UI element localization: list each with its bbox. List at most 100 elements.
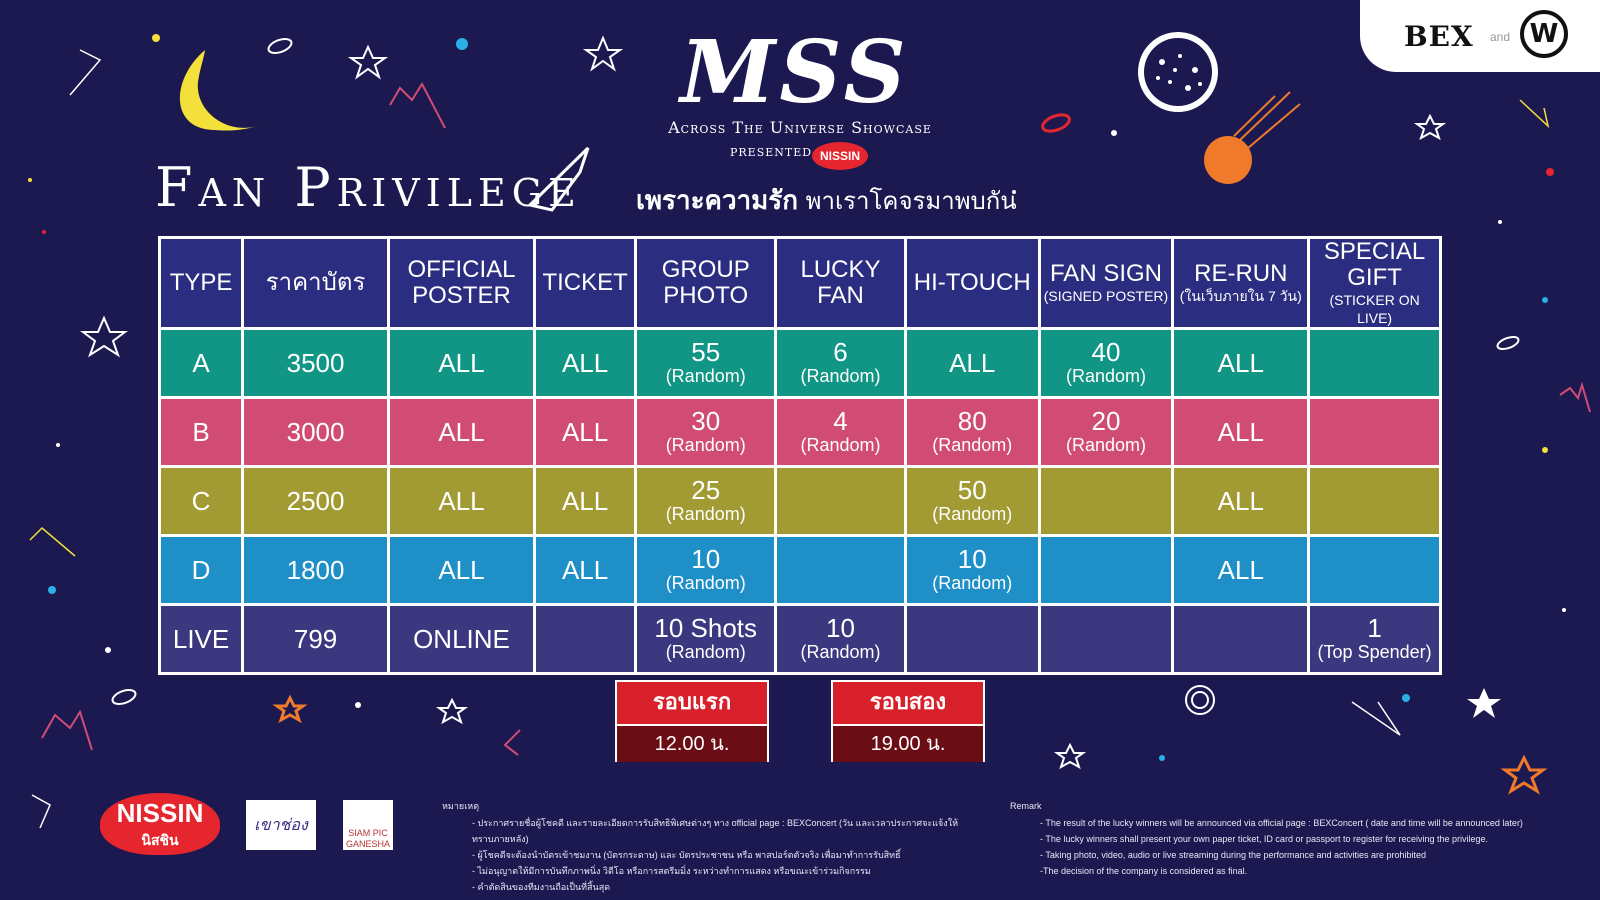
table-row: C 2500 ALL ALL 25 (Random) 50 (Random) ALL: [157, 465, 1442, 537]
table-cell: 10 Shots (Random): [634, 603, 778, 675]
remarks-thai: หมายเหตุ - ประกาศรายชื่อผู้โชคดี และรายล…: [442, 798, 962, 895]
table-cell: [1307, 327, 1442, 399]
privilege-table: TYPE ราคาบัตร OFFICIAL POSTER TICKET GRO…: [157, 236, 1442, 675]
table-body: A 3500 ALL ALL 55 (Random) 6 (Random) ALL 40 (Rand…: [157, 327, 1442, 675]
remark-item: - ผู้โชคดีจะต้องนำบัตรเข้าชมงาน (บัตรกระ…: [472, 850, 901, 860]
section-title: Fan Privilege: [155, 156, 582, 219]
slogan-rest: พาเราโคจรมาพบกัน: [805, 187, 1017, 215]
nissin-logo: NISSIN นิสชิน: [100, 793, 220, 855]
header-cell: FAN SIGN (SIGNED POSTER): [1037, 236, 1175, 330]
table-cell: 1800: [241, 534, 391, 606]
table-cell: ONLINE: [387, 603, 536, 675]
w-studio-logo: W: [1520, 10, 1568, 58]
table-cell: ALL: [1171, 465, 1311, 537]
show-logo: MSS: [680, 22, 910, 123]
round-second: รอบสอง 19.00 น.: [831, 680, 985, 762]
table-cell: 10 (Random): [903, 534, 1041, 606]
table-row: LIVE 799 ONLINE 10 Shots (Random) 10 (Random) 1…: [157, 603, 1442, 675]
table-cell: A: [157, 327, 245, 399]
table-cell: 4 (Random): [774, 396, 907, 468]
table-cell: 40 (Random): [1037, 327, 1175, 399]
remark-item: - ไม่อนุญาตให้มีการบันทึกภาพนิ่ง วิดีโอ …: [472, 866, 871, 876]
table-cell: ALL: [532, 396, 638, 468]
table-cell: ALL: [532, 327, 638, 399]
remark-item: - คำตัดสินของทีมงานถือเป็นที่สิ้นสุด: [472, 882, 611, 892]
table-cell: ALL: [1171, 534, 1311, 606]
table-cell: 1 (Top Spender): [1307, 603, 1442, 675]
table-cell: 10 (Random): [774, 603, 907, 675]
header-cell: RE-RUN (ในเว็บภายใน 7 วัน): [1171, 236, 1311, 330]
table-cell: ALL: [387, 534, 536, 606]
header-cell: HI-TOUCH: [903, 236, 1041, 330]
table-cell: 3000: [241, 396, 391, 468]
table-cell: 2500: [241, 465, 391, 537]
table-cell: 25 (Random): [634, 465, 778, 537]
table-cell: 6 (Random): [774, 327, 907, 399]
slogan-bold: เพราะความรัก: [636, 186, 798, 216]
star-icons: [80, 35, 1447, 770]
table-cell: [1307, 534, 1442, 606]
table-cell: B: [157, 396, 245, 468]
table-cell: [774, 534, 907, 606]
table-row: D 1800 ALL ALL 10 (Random) 10 (Random) ALL: [157, 534, 1442, 606]
header-cell: ราคาบัตร: [241, 236, 391, 330]
table-cell: [1307, 465, 1442, 537]
round-first: รอบแรก 12.00 น.: [615, 680, 769, 762]
header-cell: TYPE: [157, 236, 245, 330]
remarks-english: Remark - The result of the lucky winners…: [1010, 798, 1550, 879]
header-cell: TICKET: [532, 236, 638, 330]
bex-logo: BEX: [1404, 20, 1474, 53]
nissin-badge: NISSIN: [812, 142, 868, 170]
table-cell: [1037, 534, 1175, 606]
moon-icon: [179, 50, 258, 131]
header-cell: GROUP PHOTO: [634, 236, 778, 330]
remark-item: - ประกาศรายชื่อผู้โชคดี และรายละเอียดการ…: [472, 818, 959, 844]
table-cell: ALL: [387, 465, 536, 537]
table-header-row: TYPE ราคาบัตร OFFICIAL POSTER TICKET GRO…: [157, 236, 1442, 330]
comet-icon: [1204, 136, 1252, 184]
table-cell: ALL: [1171, 396, 1311, 468]
table-cell: 30 (Random): [634, 396, 778, 468]
table-row: B 3000 ALL ALL 30 (Random) 4 (Random) 80 (Random)…: [157, 396, 1442, 468]
round-label: รอบสอง: [833, 682, 983, 726]
table-cell: 55 (Random): [634, 327, 778, 399]
table-cell: LIVE: [157, 603, 245, 675]
table-cell: ALL: [532, 465, 638, 537]
presented-by: PRESENTED BY: [730, 146, 834, 159]
remark-item: -The decision of the company is consider…: [1040, 866, 1248, 876]
header-cell: LUCKY FAN: [774, 236, 907, 330]
table-cell: ALL: [1171, 327, 1311, 399]
table-cell: ALL: [903, 327, 1041, 399]
table-cell: 20 (Random): [1037, 396, 1175, 468]
rocket-icon: [526, 146, 590, 212]
table-cell: C: [157, 465, 245, 537]
table-cell: [1037, 465, 1175, 537]
siam-ganesha-logo: SIAM PIC GANESHA: [343, 800, 393, 850]
remarks-heading: Remark: [1010, 801, 1042, 811]
table-cell: 50 (Random): [903, 465, 1041, 537]
slogan: เพราะความรัก พาเราโคจรมาพบกัน: [636, 180, 1017, 221]
header-cell: SPECIAL GIFT (STICKER ON LIVE): [1307, 236, 1442, 330]
table-cell: [1171, 603, 1311, 675]
table-row: A 3500 ALL ALL 55 (Random) 6 (Random) ALL 40 (Rand…: [157, 327, 1442, 399]
khao-chong-logo: เขาช่อง: [246, 800, 316, 850]
round-label: รอบแรก: [617, 682, 767, 726]
show-subtitle: Across The Universe Showcase: [668, 118, 932, 137]
table-cell: ALL: [387, 327, 536, 399]
round-time: 12.00 น.: [617, 726, 767, 762]
brand-tab: BEX and W: [1360, 0, 1600, 72]
remark-item: - The lucky winners shall present your o…: [1040, 834, 1489, 844]
table-cell: [1307, 396, 1442, 468]
header-cell: OFFICIAL POSTER: [387, 236, 536, 330]
remarks-heading: หมายเหตุ: [442, 801, 480, 811]
table-cell: ALL: [387, 396, 536, 468]
remark-item: - Taking photo, video, audio or live str…: [1040, 850, 1427, 860]
table-cell: [903, 603, 1041, 675]
and-label: and: [1490, 30, 1511, 44]
remark-item: - The result of the lucky winners will b…: [1040, 818, 1523, 828]
round-time: 19.00 น.: [833, 726, 983, 762]
table-cell: 799: [241, 603, 391, 675]
table-cell: 3500: [241, 327, 391, 399]
table-cell: [1037, 603, 1175, 675]
